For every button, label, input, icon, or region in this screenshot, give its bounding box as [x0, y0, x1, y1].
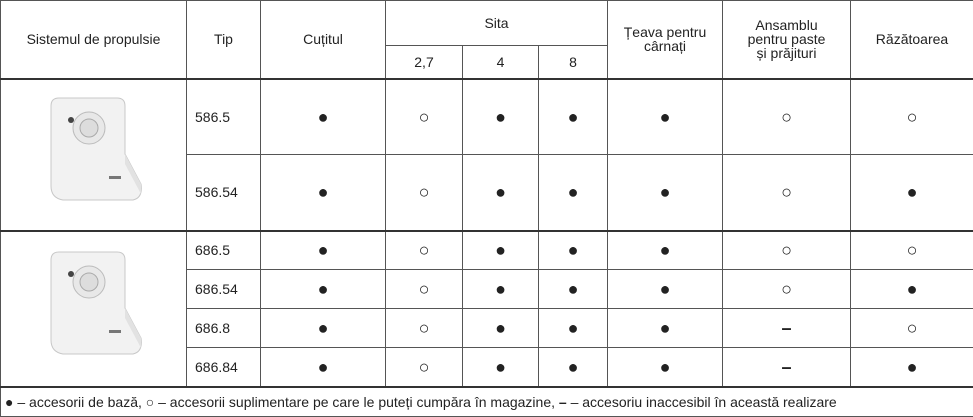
symbol-cell: ○: [386, 270, 463, 309]
header-cell: Tip: [187, 1, 261, 79]
legend-text: – accesoriu inaccesibil în această reali…: [567, 394, 837, 410]
symbol-cell: ●: [463, 155, 539, 231]
symbol-cell: ●: [261, 79, 386, 155]
table-row: 686.5●○●●●○○: [1, 231, 973, 270]
symbol-cell: ●: [539, 348, 608, 387]
legend-symbol: –: [559, 394, 567, 410]
symbol-cell: ○: [386, 231, 463, 270]
image-cell: [1, 231, 187, 387]
symbol-cell: ●: [539, 155, 608, 231]
symbol-cell: ●: [851, 348, 973, 387]
symbol-cell: ●: [608, 270, 723, 309]
symbol-cell: ●: [608, 309, 723, 348]
symbol-cell: ●: [261, 231, 386, 270]
symbol-cell: ○: [386, 79, 463, 155]
symbol-cell: ○: [851, 79, 973, 155]
product-image: [29, 94, 159, 214]
header-cell: Sistemul de propulsie: [1, 1, 187, 79]
header-cell: Cuțitul: [261, 1, 386, 79]
symbol-cell: ●: [261, 309, 386, 348]
symbol-cell: ●: [851, 270, 973, 309]
type-cell: 586.5: [187, 79, 261, 155]
header-cell: Țeava pentru cârnați: [608, 1, 723, 79]
symbol-cell: ○: [386, 155, 463, 231]
header-cell: Ansamblu pentru paste și prăjituri: [723, 1, 851, 79]
symbol-cell: ●: [608, 348, 723, 387]
symbol-cell: ●: [463, 270, 539, 309]
symbol-cell: ●: [608, 231, 723, 270]
symbol-cell: ●: [608, 155, 723, 231]
symbol-cell: ●: [463, 79, 539, 155]
sieve-size: 4: [463, 46, 539, 79]
image-cell: [1, 79, 187, 231]
symbol-cell: –: [723, 309, 851, 348]
symbol-cell: ●: [261, 155, 386, 231]
type-cell: 686.8: [187, 309, 261, 348]
sieve-size: 8: [539, 46, 608, 79]
type-cell: 686.5: [187, 231, 261, 270]
symbol-cell: ●: [261, 348, 386, 387]
symbol-cell: ●: [608, 79, 723, 155]
symbol-cell: ●: [539, 270, 608, 309]
legend-text: – accesorii suplimentare pe care le pute…: [154, 394, 559, 410]
legend-symbol: ○: [146, 394, 154, 410]
type-cell: 586.54: [187, 155, 261, 231]
sieve-size: 2,7: [386, 46, 463, 79]
symbol-cell: ●: [539, 231, 608, 270]
product-image: [29, 248, 159, 368]
symbol-cell: ○: [851, 309, 973, 348]
symbol-cell: ○: [723, 79, 851, 155]
symbol-cell: ○: [386, 309, 463, 348]
symbol-cell: ○: [723, 155, 851, 231]
symbol-cell: ○: [723, 270, 851, 309]
header-cell: Sita: [386, 1, 608, 46]
symbol-cell: ●: [463, 231, 539, 270]
symbol-cell: –: [723, 348, 851, 387]
symbol-cell: ●: [463, 309, 539, 348]
symbol-cell: ●: [261, 270, 386, 309]
legend-text: – accesorii de bază,: [13, 394, 145, 410]
table-row: 586.5●○●●●○○: [1, 79, 973, 155]
symbol-cell: ●: [851, 155, 973, 231]
symbol-cell: ●: [539, 309, 608, 348]
symbol-cell: ●: [539, 79, 608, 155]
symbol-cell: ○: [851, 231, 973, 270]
symbol-cell: ○: [723, 231, 851, 270]
symbol-cell: ○: [386, 348, 463, 387]
type-cell: 686.84: [187, 348, 261, 387]
type-cell: 686.54: [187, 270, 261, 309]
symbol-cell: ●: [463, 348, 539, 387]
legend: ● – accesorii de bază, ○ – accesorii sup…: [1, 387, 973, 417]
header-cell: Răzătoarea: [851, 1, 973, 79]
